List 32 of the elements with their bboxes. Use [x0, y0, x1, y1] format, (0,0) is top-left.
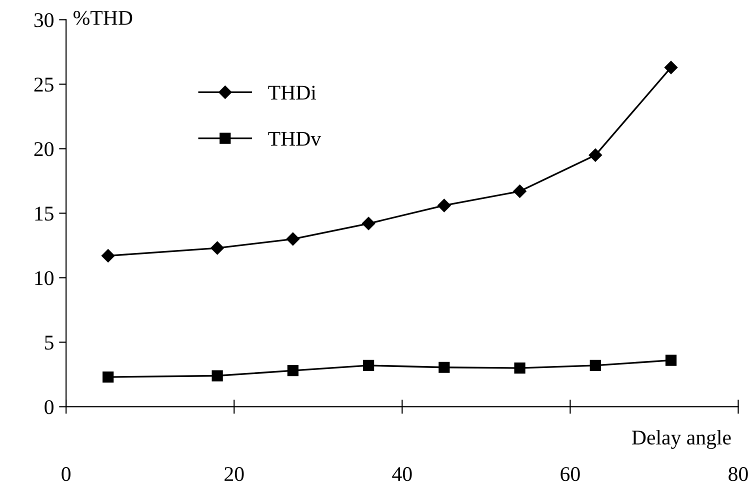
point: [210, 241, 224, 255]
y-tick-label: 25: [34, 78, 54, 92]
point: [590, 360, 601, 371]
point: [102, 249, 115, 262]
point: [287, 365, 298, 376]
x-tick-label: 0: [62, 467, 70, 482]
x-axis-title: Delay angle: [632, 430, 731, 449]
point: [513, 184, 526, 198]
legend-label: THDv: [268, 132, 322, 146]
point: [102, 372, 114, 383]
point: [664, 60, 678, 74]
y-tick-label: 20: [34, 142, 54, 156]
point: [588, 148, 602, 162]
point: [438, 362, 450, 373]
point: [514, 362, 526, 374]
x-tick-label: 40: [392, 467, 412, 482]
y-tick-label: 0: [44, 400, 54, 414]
x-tick-label: 80: [728, 467, 748, 482]
point: [438, 198, 451, 212]
y-tick-label: 10: [35, 271, 54, 286]
legend-label: THDi: [268, 86, 316, 100]
point: [362, 216, 376, 230]
y-tick-label: 15: [35, 206, 54, 221]
x-tick-label: 60: [560, 467, 580, 482]
point: [665, 354, 677, 366]
point: [212, 370, 223, 382]
y-axis-title: %THD: [74, 10, 132, 26]
point: [362, 360, 374, 371]
x-tick-label: 20: [224, 467, 244, 482]
y-tick-label: 5: [45, 336, 54, 350]
y-tick-label: 30: [34, 13, 54, 28]
point: [286, 232, 300, 246]
